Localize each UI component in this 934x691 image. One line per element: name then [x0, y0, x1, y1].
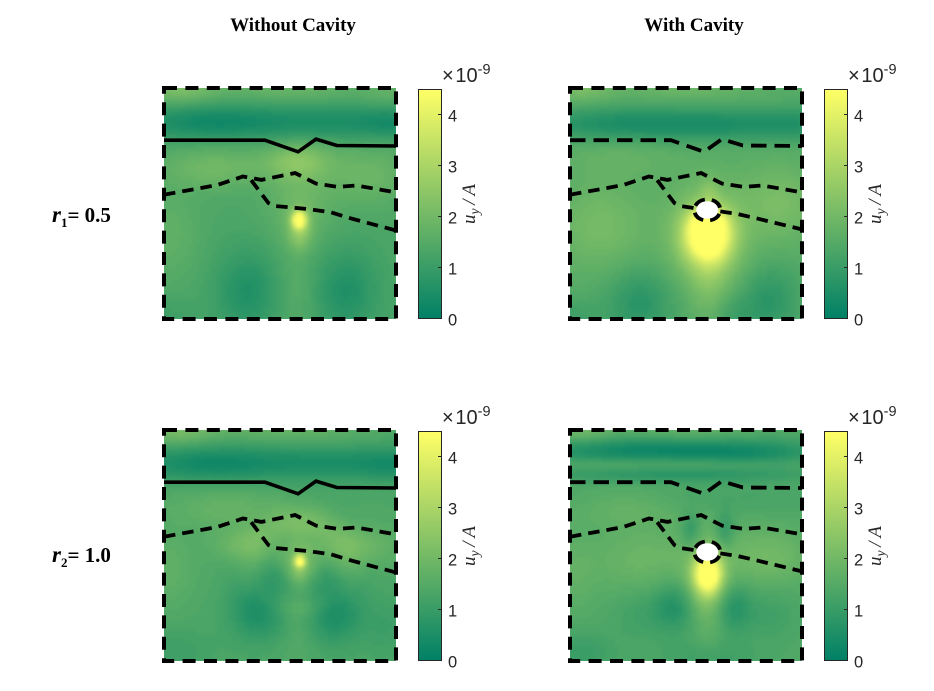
- svg-text:0: 0: [448, 312, 457, 330]
- svg-text:0: 0: [854, 654, 863, 672]
- svg-text:0: 0: [854, 312, 863, 330]
- svg-text:uy / A: uy / A: [459, 526, 482, 566]
- svg-text:1: 1: [448, 261, 457, 279]
- svg-text:3: 3: [448, 501, 457, 519]
- svg-text:2: 2: [854, 552, 863, 570]
- svg-text:× 10-9: × 10-9: [442, 62, 491, 87]
- svg-text:uy / A: uy / A: [459, 184, 482, 224]
- svg-text:4: 4: [854, 108, 863, 126]
- svg-text:1: 1: [854, 603, 863, 621]
- svg-text:2: 2: [448, 552, 457, 570]
- svg-text:2: 2: [854, 210, 863, 228]
- svg-text:uy / A: uy / A: [865, 526, 888, 566]
- svg-text:0: 0: [448, 654, 457, 672]
- svg-text:4: 4: [448, 108, 457, 126]
- svg-text:4: 4: [448, 450, 457, 468]
- svg-text:× 10-9: × 10-9: [848, 62, 897, 87]
- svg-text:3: 3: [854, 501, 863, 519]
- svg-text:3: 3: [448, 159, 457, 177]
- svg-text:× 10-9: × 10-9: [848, 404, 897, 429]
- svg-text:1: 1: [448, 603, 457, 621]
- svg-text:1: 1: [854, 261, 863, 279]
- svg-text:2: 2: [448, 210, 457, 228]
- svg-text:4: 4: [854, 450, 863, 468]
- svg-text:uy / A: uy / A: [865, 184, 888, 224]
- svg-text:3: 3: [854, 159, 863, 177]
- svg-text:× 10-9: × 10-9: [442, 404, 491, 429]
